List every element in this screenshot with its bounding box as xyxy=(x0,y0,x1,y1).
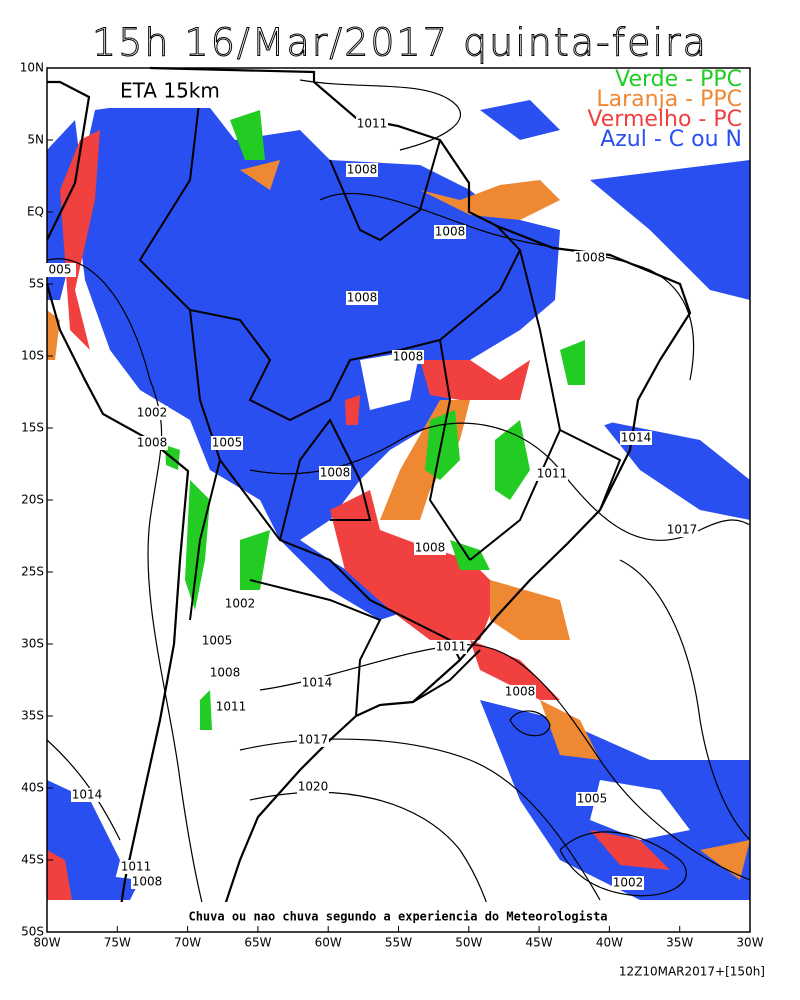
isobar-label: 1008 xyxy=(320,466,351,480)
isobar-label-bg xyxy=(136,406,168,420)
model-label: ETA 15km xyxy=(120,79,220,103)
isobar-label: 1008 xyxy=(132,875,163,889)
isobar-label: 1008 xyxy=(435,225,466,239)
y-tick-label: 15S xyxy=(21,421,44,435)
isobar-label-bg xyxy=(71,788,103,802)
axes: 80W 75W 70W 65W 60W 55W 50W 45W 40W 35W 30W 10N 5N EQ… xyxy=(20,61,764,950)
x-tick-label: 40W xyxy=(596,936,623,950)
isobar-label: 1002 xyxy=(225,597,256,611)
isobar-label: 1005 xyxy=(577,792,608,806)
isobar-label: 1008 xyxy=(505,685,536,699)
isobar-label-bg xyxy=(346,291,378,305)
y-tick-label: 20S xyxy=(21,493,44,507)
isobar-label-bg xyxy=(301,676,333,690)
y-tick-label: 25S xyxy=(21,565,44,579)
map-title: 15h 16/Mar/2017 quinta-feira xyxy=(92,21,708,65)
isobar-label-bg xyxy=(392,350,424,364)
borders xyxy=(138,94,622,717)
isobar-label: 1005 xyxy=(212,436,243,450)
isobar-label-bg xyxy=(224,597,256,611)
note: Chuva ou nao chuva segundo a experiencia… xyxy=(188,910,607,924)
y-tick-label: 10N xyxy=(20,61,44,75)
model-label-box xyxy=(110,76,260,108)
run-info: 12Z10MAR2017+[150h] xyxy=(619,965,765,979)
isobar-label: 1011 xyxy=(121,860,152,874)
x-tick-label: 70W xyxy=(174,936,201,950)
isobar-label: 1008 xyxy=(347,163,378,177)
isobar-label-bg xyxy=(201,634,233,648)
isobar-label: 1011 xyxy=(216,700,247,714)
isobar-label: 1011 xyxy=(357,117,388,131)
x-tick-label: 45W xyxy=(526,936,553,950)
x-tick-label: 75W xyxy=(104,936,131,950)
isobar-label-bg xyxy=(612,876,644,890)
isobar-label-bg xyxy=(211,436,243,450)
isobar-label: 1017 xyxy=(298,733,329,747)
isobar-label: 1008 xyxy=(210,666,241,680)
isobar-label-bg xyxy=(346,163,378,177)
isobar-label: 1005 xyxy=(202,634,233,648)
isobar-label-bg xyxy=(215,700,247,714)
isobar-label: 1008 xyxy=(137,436,168,450)
isobar-label-bg xyxy=(136,436,168,450)
isobar-label-bg xyxy=(574,251,606,265)
x-tick-label: 60W xyxy=(315,936,342,950)
y-tick-label: 40S xyxy=(21,781,44,795)
isobar-label-bg xyxy=(209,666,241,680)
y-tick-label: 50S xyxy=(21,925,44,939)
y-tick-label: 45S xyxy=(21,853,44,867)
isobar-label-bg xyxy=(131,875,163,889)
green-areas xyxy=(165,110,585,730)
x-tick-label: 30W xyxy=(736,936,763,950)
isobar-label-bg xyxy=(319,466,351,480)
y-tick-label: 35S xyxy=(21,709,44,723)
y-tick-label: EQ xyxy=(27,205,44,219)
isobar-label-bg xyxy=(414,541,446,555)
x-tick-label: 50W xyxy=(455,936,482,950)
isobar-label-bg xyxy=(435,640,467,654)
legend-entry: Laranja - PPC xyxy=(596,87,742,112)
isobar-label-bg xyxy=(297,780,329,794)
isobar-label: 1008 xyxy=(575,251,606,265)
isobar-label-bg xyxy=(504,685,536,699)
isobar-label: 1017 xyxy=(667,523,698,537)
isobar-label-bg xyxy=(576,792,608,806)
isobar-label: 1008 xyxy=(393,350,424,364)
legend-entry: Verde - PPC xyxy=(615,67,742,92)
coastline xyxy=(45,66,692,933)
isobar-label: 1011 xyxy=(537,467,568,481)
isobar-label-bg xyxy=(536,467,568,481)
isobar-label-bg xyxy=(120,860,152,874)
isobar-label-bg xyxy=(620,431,652,445)
isobar-label: 1008 xyxy=(415,541,446,555)
x-tick-label: 55W xyxy=(385,936,412,950)
isobar-label: 1011 xyxy=(436,640,467,654)
y-tick-label: 5N xyxy=(27,133,44,147)
legend-entry: Azul - C ou N xyxy=(600,127,742,152)
isobar-label: 005 xyxy=(49,263,72,277)
isobar-label: 1014 xyxy=(621,431,652,445)
isobar-label-bg xyxy=(356,117,388,131)
isobar-label-bg xyxy=(44,263,76,277)
y-tick-label: 10S xyxy=(21,349,44,363)
isobar-label-bg xyxy=(666,523,698,537)
isobar-label: 1002 xyxy=(613,876,644,890)
isobar-label: 1020 xyxy=(298,780,329,794)
map-area xyxy=(45,66,751,933)
isobar-label: 1014 xyxy=(72,788,103,802)
legend-entry: Vermelho - PC xyxy=(587,107,742,132)
isobar-label: 1008 xyxy=(347,291,378,305)
y-tick-label: 5S xyxy=(29,277,44,291)
isobar-label: 1014 xyxy=(302,676,333,690)
y-tick-label: 30S xyxy=(21,637,44,651)
x-tick-label: 35W xyxy=(666,936,693,950)
isobar-label: 1002 xyxy=(137,406,168,420)
x-tick-label: 65W xyxy=(244,936,271,950)
x-tick-label: 80W xyxy=(33,936,60,950)
isobar-label-bg xyxy=(297,733,329,747)
isobar-label-bg xyxy=(434,225,466,239)
